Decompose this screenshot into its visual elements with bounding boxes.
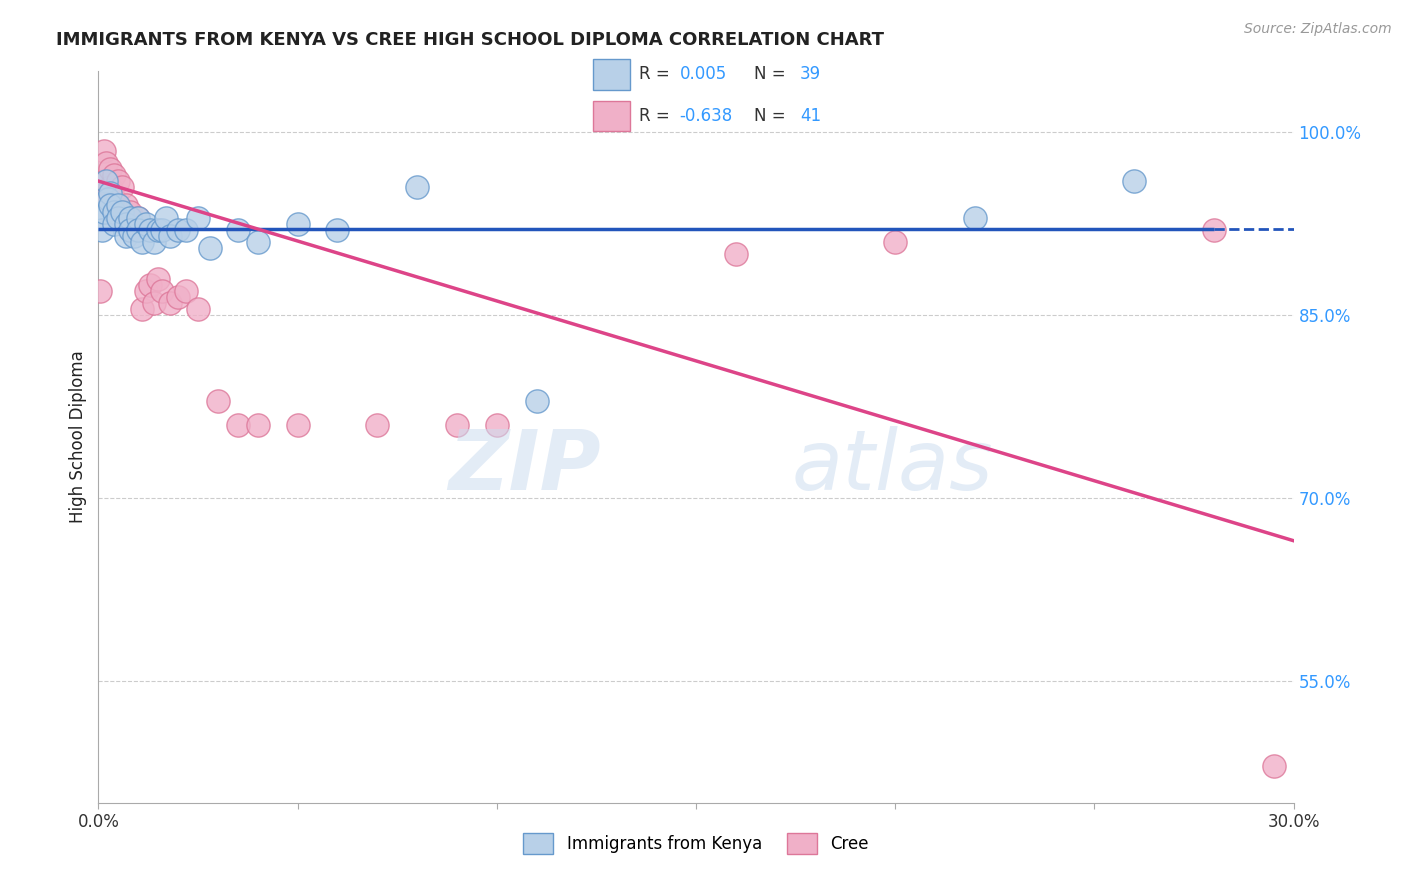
Point (98, 161, 122, 176)
Point (174, 223, 197, 237)
Point (1263, 759, 1285, 773)
Point (115, 217, 138, 231)
Point (198, 241, 221, 255)
Point (159, 229, 181, 244)
Point (96, 174, 118, 188)
Point (103, 217, 125, 231)
Point (107, 198, 129, 212)
Point (187, 211, 209, 225)
Point (111, 204, 134, 219)
Point (96, 174, 118, 188)
Point (167, 290, 190, 304)
Point (246, 417, 269, 432)
Text: IMMIGRANTS FROM KENYA VS CREE HIGH SCHOOL DIPLOMA CORRELATION CHART: IMMIGRANTS FROM KENYA VS CREE HIGH SCHOO… (56, 31, 884, 49)
Point (135, 217, 157, 231)
Text: 0.005: 0.005 (679, 65, 727, 83)
Text: N =: N = (754, 107, 790, 125)
Point (120, 204, 142, 219)
Point (89, 284, 111, 298)
Point (93, 144, 115, 158)
Point (124, 217, 146, 231)
Point (127, 211, 149, 225)
Point (107, 174, 129, 188)
Point (111, 204, 134, 219)
Point (115, 198, 138, 212)
Text: Source: ZipAtlas.com: Source: ZipAtlas.com (1244, 22, 1392, 37)
Point (884, 235, 907, 249)
Point (148, 223, 170, 237)
Bar (593, 60, 630, 90)
Point (111, 180, 134, 194)
Point (724, 247, 747, 261)
Point (963, 211, 986, 225)
Point (326, 223, 349, 237)
Point (155, 211, 177, 225)
Point (366, 417, 388, 432)
Point (246, 235, 269, 249)
Text: N =: N = (754, 65, 790, 83)
Point (103, 193, 125, 207)
Y-axis label: High School Diploma: High School Diploma (69, 351, 87, 524)
Point (96, 156, 118, 170)
Point (107, 211, 129, 225)
Point (139, 223, 162, 237)
Point (446, 417, 468, 432)
Point (226, 223, 249, 237)
Point (103, 168, 125, 182)
Point (89, 211, 111, 225)
Point (120, 223, 142, 237)
Point (148, 271, 170, 285)
Point (287, 217, 309, 231)
Point (120, 223, 142, 237)
Point (207, 393, 229, 408)
Point (135, 284, 157, 298)
Point (127, 211, 149, 225)
Text: 39: 39 (800, 65, 821, 83)
Point (91, 223, 114, 237)
Text: atlas: atlas (792, 425, 993, 507)
Point (98, 180, 122, 194)
Point (91, 174, 114, 188)
Point (143, 235, 166, 249)
Point (107, 198, 129, 212)
Point (115, 229, 138, 244)
Point (174, 284, 197, 298)
Point (127, 223, 149, 237)
Point (150, 284, 173, 298)
Text: R =: R = (640, 107, 675, 125)
Text: ZIP: ZIP (447, 425, 600, 507)
Point (287, 417, 309, 432)
Point (131, 235, 153, 249)
Legend: Immigrants from Kenya, Cree: Immigrants from Kenya, Cree (516, 827, 876, 860)
Point (150, 223, 173, 237)
Text: 41: 41 (800, 107, 821, 125)
Bar (593, 101, 630, 131)
Point (143, 296, 166, 310)
Point (526, 393, 548, 408)
Point (167, 223, 190, 237)
Point (93, 204, 115, 219)
Point (1202, 223, 1225, 237)
Point (103, 204, 125, 219)
Point (98, 186, 122, 201)
Point (226, 417, 249, 432)
Point (98, 198, 122, 212)
Point (159, 296, 181, 310)
Point (485, 417, 508, 432)
Text: -0.638: -0.638 (679, 107, 733, 125)
Point (115, 217, 138, 231)
Point (97, 193, 120, 207)
Point (406, 180, 429, 194)
Point (139, 277, 162, 292)
Point (187, 302, 209, 317)
Text: R =: R = (640, 65, 675, 83)
Point (1123, 174, 1146, 188)
Point (124, 229, 146, 244)
Point (131, 302, 153, 317)
Point (91, 186, 114, 201)
Point (120, 211, 142, 225)
